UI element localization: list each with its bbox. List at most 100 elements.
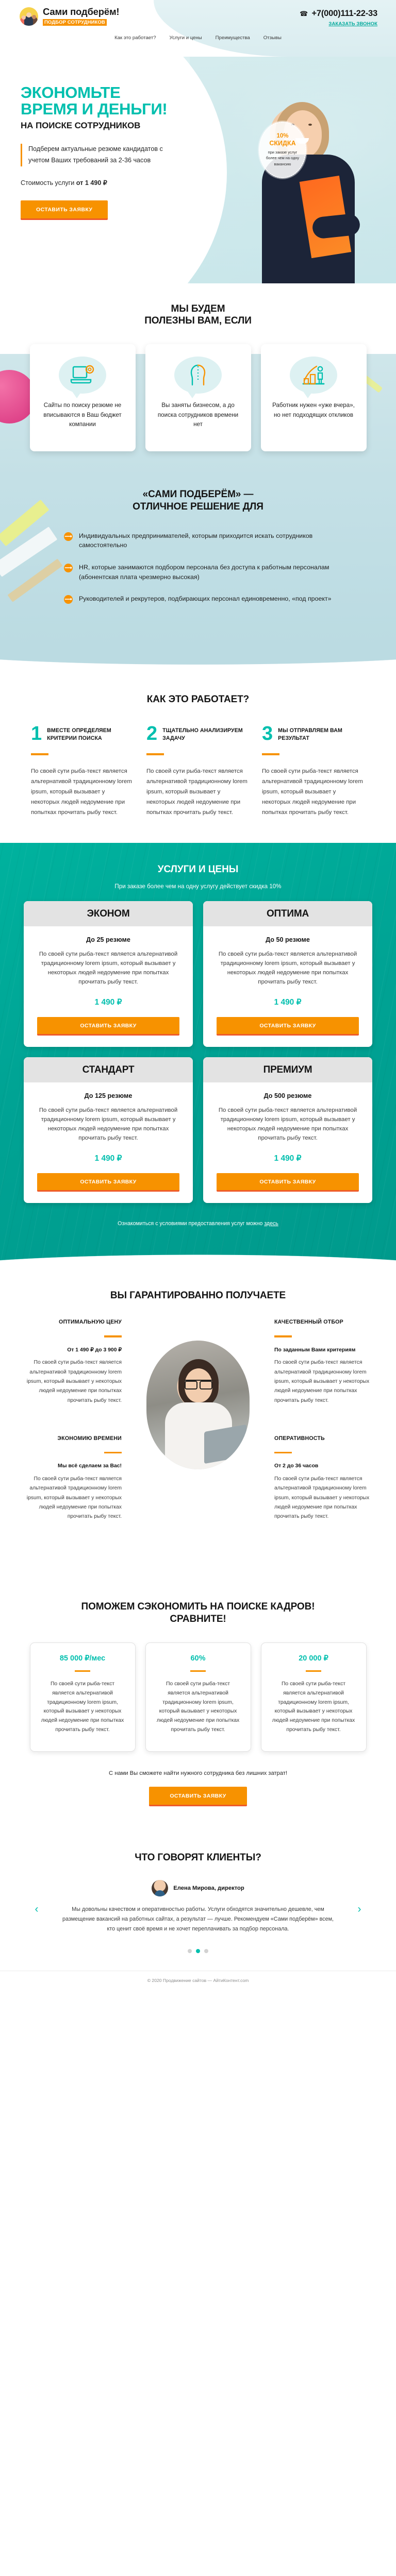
divider-rule bbox=[274, 1451, 292, 1454]
price-card-limit: До 50 резюме bbox=[266, 936, 310, 943]
price-card-price: 1 490 ₽ bbox=[274, 997, 302, 1007]
guarantee-section: ВЫ ГАРАНТИРОВАННО ПОЛУЧАЕТЕ ОПТИМАЛЬНУЮ … bbox=[0, 1274, 396, 1578]
guarantee-block: ОПЕРАТИВНОСТЬ От 2 до 36 часов По своей … bbox=[274, 1435, 377, 1522]
hero-subtitle: НА ПОИСКЕ СОТРУДНИКОВ bbox=[21, 121, 141, 131]
site-header: Сами подберём! ПОДБОР СОТРУДНИКОВ ☎ +7(0… bbox=[0, 0, 396, 57]
price-card-name: СТАНДАРТ bbox=[24, 1057, 193, 1082]
solution-title-line2: ОТЛИЧНОЕ РЕШЕНИЕ ДЛЯ bbox=[133, 501, 263, 512]
guarantee-block-title: ОПТИМАЛЬНУЮ ЦЕНУ bbox=[59, 1319, 122, 1326]
price-card-cta-button[interactable]: ОСТАВИТЬ ЗАЯВКУ bbox=[37, 1173, 179, 1192]
how-wave-divider bbox=[0, 647, 396, 676]
guarantee-block-text: По своей сути рыба-текст является альтер… bbox=[26, 1476, 122, 1520]
divider-rule bbox=[274, 1335, 292, 1337]
divider-rule bbox=[146, 753, 164, 755]
price-card-description: По своей сути рыба-текст является альтер… bbox=[218, 1107, 357, 1141]
price-card: СТАНДАРТ До 125 резюме По своей сути рыб… bbox=[24, 1057, 193, 1204]
divider-rule bbox=[262, 753, 279, 755]
hero-title-line2: ВРЕМЯ И ДЕНЬГИ! bbox=[21, 99, 168, 118]
useful-title-line1: МЫ БУДЕМ bbox=[171, 303, 225, 314]
save-card-text: По своей сути рыба-текст является альтер… bbox=[272, 1681, 355, 1733]
save-card-value: 20 000 ₽ bbox=[299, 1654, 328, 1663]
services-terms-link[interactable]: здесь bbox=[264, 1221, 278, 1227]
price-card-name: ОПТИМА bbox=[203, 901, 372, 926]
how-step-number: 3 bbox=[262, 723, 273, 745]
nav-item-advantages[interactable]: Преимущества bbox=[215, 35, 250, 41]
useful-card-text: Сайты по поиску резюме не вписываются в … bbox=[43, 402, 122, 428]
save-card: 20 000 ₽ По своей сути рыба-текст являет… bbox=[260, 1642, 367, 1752]
carousel-dot[interactable] bbox=[204, 1948, 208, 1953]
how-step: 1 ВМЕСТЕ ОПРЕДЕЛЯЕМ КРИТЕРИИ ПОИСКА По с… bbox=[31, 723, 134, 818]
people-group-icon bbox=[20, 7, 38, 26]
carousel-dot-active[interactable] bbox=[196, 1948, 200, 1953]
how-step-text: По своей сути рыба-текст является альтер… bbox=[31, 768, 132, 816]
growth-chart-person-icon bbox=[290, 357, 337, 399]
hero-section: 10% СКИДКА при заказе услуг более чем на… bbox=[0, 57, 396, 283]
guarantee-block-strong: От 1 490 ₽ до 3 900 ₽ bbox=[67, 1347, 122, 1353]
how-step-number: 1 bbox=[31, 723, 42, 745]
solution-title: «САМИ ПОДБЕРЁМ» — ОТЛИЧНОЕ РЕШЕНИЕ ДЛЯ bbox=[0, 488, 396, 512]
price-card: ПРЕМИУМ До 500 резюме По своей сути рыба… bbox=[203, 1057, 372, 1204]
guarantee-block-title: ОПЕРАТИВНОСТЬ bbox=[274, 1435, 325, 1442]
useful-card: Сайты по поиску резюме не вписываются в … bbox=[29, 344, 136, 452]
guarantee-block-text: По своей сути рыба-текст является альтер… bbox=[274, 1360, 370, 1403]
solution-item-text: HR, которые занимаются подбором персонал… bbox=[79, 563, 329, 581]
save-title-line2: СРАВНИТЕ! bbox=[170, 1613, 226, 1624]
carousel-dot[interactable] bbox=[188, 1948, 192, 1953]
guarantee-block: ЭКОНОМИЮ ВРЕМЕНИ Мы всё сделаем за Вас! … bbox=[19, 1435, 122, 1522]
reviews-section: ЧТО ГОВОРЯТ КЛИЕНТЫ? ‹ › Елена Мирова, д… bbox=[0, 1834, 396, 1971]
save-cta-button[interactable]: ОСТАВИТЬ ЗАЯВКУ bbox=[149, 1786, 247, 1806]
how-step-title: ВМЕСТЕ ОПРЕДЕЛЯЕМ КРИТЕРИИ ПОИСКА bbox=[47, 727, 111, 741]
price-card: ЭКОНОМ До 25 резюме По своей сути рыба-т… bbox=[24, 901, 193, 1047]
chevron-left-icon[interactable]: ‹ bbox=[35, 1903, 39, 1915]
reviews-title: ЧТО ГОВОРЯТ КЛИЕНТЫ? bbox=[135, 1852, 261, 1863]
useful-card-text: Вы заняты бизнесом, а до поиска сотрудни… bbox=[157, 402, 239, 428]
arrow-circle-icon: ⟶ bbox=[64, 563, 73, 572]
price-card: ОПТИМА До 50 резюме По своей сути рыба-т… bbox=[203, 901, 372, 1047]
useful-card-text: Работник нужен «уже вчера», но нет подхо… bbox=[272, 402, 355, 418]
save-card: 85 000 ₽/мес По своей сути рыба-текст яв… bbox=[29, 1642, 136, 1752]
discount-badge: 10% СКИДКА при заказе услуг более чем на… bbox=[259, 122, 306, 178]
hero-price-value: от 1 490 ₽ bbox=[76, 179, 107, 187]
price-card-name: ЭКОНОМ bbox=[24, 901, 193, 926]
solution-item: ⟶ Руководителей и рекрутеров, подбирающи… bbox=[64, 594, 332, 604]
woman-at-laptop-photo bbox=[146, 1341, 250, 1470]
hero-cta-button[interactable]: ОСТАВИТЬ ЗАЯВКУ bbox=[21, 200, 108, 220]
how-step: 2 ТЩАТЕЛЬНО АНАЛИЗИРУЕМ ЗАДАЧУ По своей … bbox=[146, 723, 250, 818]
guarantee-block-strong: Мы всё сделаем за Вас! bbox=[58, 1463, 122, 1469]
how-it-works-title: КАК ЭТО РАБОТАЕТ? bbox=[146, 694, 250, 705]
brand-logo-block[interactable]: Сами подберём! ПОДБОР СОТРУДНИКОВ bbox=[20, 7, 120, 26]
hero-white-shape bbox=[0, 57, 227, 283]
arrow-circle-icon: ⟶ bbox=[64, 532, 73, 541]
useful-card: Работник нужен «уже вчера», но нет подхо… bbox=[260, 344, 367, 452]
price-card-description: По своей сути рыба-текст является альтер… bbox=[218, 951, 357, 985]
price-card-cta-button[interactable]: ОСТАВИТЬ ЗАЯВКУ bbox=[217, 1173, 359, 1192]
guarantee-title: ВЫ ГАРАНТИРОВАННО ПОЛУЧАЕТЕ bbox=[110, 1290, 286, 1301]
callback-link[interactable]: ЗАКАЗАТЬ ЗВОНОК bbox=[328, 21, 377, 27]
divider-rule bbox=[31, 753, 48, 755]
how-it-works-section: КАК ЭТО РАБОТАЕТ? 1 ВМЕСТЕ ОПРЕДЕЛЯЕМ КР… bbox=[0, 647, 396, 843]
price-card-cta-button[interactable]: ОСТАВИТЬ ЗАЯВКУ bbox=[37, 1016, 179, 1036]
how-step-number: 2 bbox=[146, 723, 158, 745]
hero-title: ЭКОНОМЬТЕ ВРЕМЯ И ДЕНЬГИ! bbox=[21, 84, 396, 117]
header-phone-number[interactable]: +7(000)111-22-33 bbox=[311, 9, 377, 18]
how-step-title: ТЩАТЕЛЬНО АНАЛИЗИРУЕМ ЗАДАЧУ bbox=[162, 727, 243, 741]
avatar bbox=[152, 1879, 169, 1896]
how-step-title: МЫ ОТПРАВЛЯЕМ ВАМ РЕЗУЛЬТАТ bbox=[278, 727, 342, 741]
price-card-description: По своей сути рыба-текст является альтер… bbox=[39, 951, 178, 985]
reviews-carousel-dots bbox=[0, 1948, 396, 1953]
guarantee-block-text: По своей сути рыба-текст является альтер… bbox=[26, 1360, 122, 1403]
guarantee-block-title: КАЧЕСТВЕННЫЙ ОТБОР bbox=[274, 1319, 343, 1326]
chevron-right-icon[interactable]: › bbox=[357, 1903, 361, 1915]
solution-item-text: Индивидуальных предпринимателей, которым… bbox=[79, 532, 313, 549]
nav-item-reviews[interactable]: Отзывы bbox=[263, 35, 282, 41]
nav-item-services-prices[interactable]: Услуги и цены bbox=[169, 35, 202, 41]
useful-title-line2: ПОЛЕЗНЫ ВАМ, ЕСЛИ bbox=[144, 315, 252, 327]
save-card: 60% По своей сути рыба-текст является ал… bbox=[145, 1642, 251, 1752]
price-card-price: 1 490 ₽ bbox=[94, 1154, 122, 1163]
how-step-text: По своей сути рыба-текст является альтер… bbox=[262, 768, 363, 816]
nav-item-how-it-works[interactable]: Как это работает? bbox=[114, 35, 156, 41]
how-step-text: По своей сути рыба-текст является альтер… bbox=[146, 768, 248, 816]
solution-title-line1: «САМИ ПОДБЕРЁМ» — bbox=[142, 489, 254, 500]
price-card-cta-button[interactable]: ОСТАВИТЬ ЗАЯВКУ bbox=[217, 1016, 359, 1036]
price-card-limit: До 500 резюме bbox=[263, 1092, 312, 1099]
